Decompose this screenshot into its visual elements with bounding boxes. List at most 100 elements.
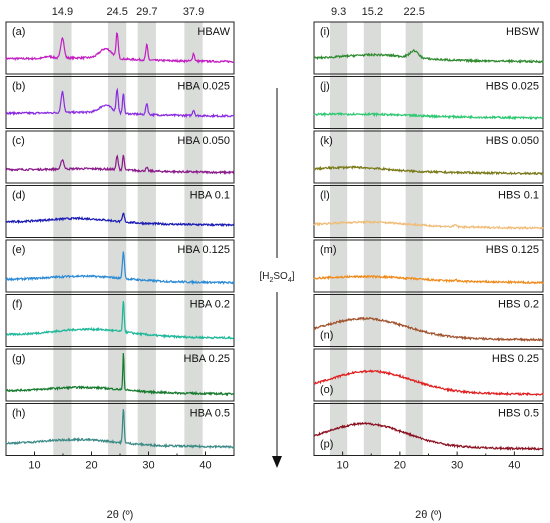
highlight-band xyxy=(405,22,423,456)
xrd-trace xyxy=(313,48,544,64)
panel-tag: (k) xyxy=(320,135,333,147)
panel-tag: (b) xyxy=(12,81,25,93)
sample-name: HBA 0.5 xyxy=(190,408,230,420)
panel-frame xyxy=(5,294,235,347)
sample-name: HBA 0.25 xyxy=(184,353,230,365)
panel-tag: (i) xyxy=(320,26,330,38)
sample-name: HBS 0.1 xyxy=(498,190,539,202)
panel-tag: (h) xyxy=(12,408,25,420)
xrd-trace xyxy=(5,87,235,119)
acid-concentration-arrow: [H2SO4] xyxy=(259,88,295,468)
x-tick-label: 20 xyxy=(394,460,406,472)
panel-tag: (m) xyxy=(320,244,337,256)
sample-name: HBS 0.25 xyxy=(492,353,539,365)
panel-frame xyxy=(313,239,544,293)
xrd-panel: (a) HBAW xyxy=(5,21,235,75)
panel-tag: (p) xyxy=(320,439,333,451)
x-tick-label: 10 xyxy=(337,460,349,472)
xrd-panel: (g) HBA 0.25 xyxy=(5,348,235,402)
sample-name: HBSW xyxy=(506,26,540,38)
xrd-trace xyxy=(5,352,235,397)
sample-name: HBA 0.125 xyxy=(177,244,230,256)
xrd-trace xyxy=(313,274,544,285)
panel-tag: (o) xyxy=(320,384,333,396)
xrd-panel: (e) HBA 0.125 xyxy=(5,239,235,293)
sample-name: HBS 0.2 xyxy=(498,299,539,311)
sample-name: HBA 0.025 xyxy=(177,81,230,93)
right-xrd-plot: 9.3 15.2 22.5 (i) HBSW (j) HBS 0.025 (k) HBS 0.0… xyxy=(313,6,544,521)
band-position-label: 29.7 xyxy=(136,6,157,18)
panel-frame xyxy=(313,185,544,238)
left-xrd-plot: 14.9 24.5 29.7 37.9 (a) HBAW (b) HBA 0.025 (c) HB… xyxy=(5,6,235,521)
x-axis-label: 2θ (º) xyxy=(415,509,442,521)
band-position-label: 9.3 xyxy=(331,6,346,18)
x-tick-label: 40 xyxy=(508,460,520,472)
x-tick-label: 30 xyxy=(451,460,463,472)
panel-tag: (l) xyxy=(320,190,330,202)
xrd-trace xyxy=(313,219,544,231)
highlight-band xyxy=(53,22,72,456)
highlight-band xyxy=(108,22,127,456)
panel-frame xyxy=(5,76,235,129)
xrd-panel: (b) HBA 0.025 xyxy=(5,76,235,129)
highlight-band xyxy=(330,22,348,456)
panel-frame xyxy=(5,239,235,293)
xrd-panel: (n) HBS 0.2 xyxy=(313,294,544,347)
panel-frame xyxy=(5,130,235,184)
panel-tag: (c) xyxy=(12,135,25,147)
xrd-panel: (c) HBA 0.050 xyxy=(5,130,235,184)
highlight-band xyxy=(137,22,156,456)
xrd-trace xyxy=(313,165,544,176)
panel-frame xyxy=(313,348,544,402)
xrd-trace xyxy=(5,32,235,64)
xrd-panel: (j) HBS 0.025 xyxy=(313,76,544,129)
xrd-trace xyxy=(313,421,544,451)
sample-name: HBA 0.1 xyxy=(190,190,230,202)
sample-name: HBS 0.125 xyxy=(486,244,539,256)
band-position-label: 37.9 xyxy=(183,6,204,18)
xrd-panel: (l) HBS 0.1 xyxy=(313,185,544,238)
panel-tag: (g) xyxy=(12,353,25,365)
x-tick-label: 20 xyxy=(85,460,97,472)
band-position-label: 22.5 xyxy=(403,6,424,18)
xrd-trace xyxy=(5,212,235,227)
x-tick-label: 10 xyxy=(28,460,40,472)
sample-name: HBAW xyxy=(197,26,230,38)
xrd-panel: (d) HBA 0.1 xyxy=(5,185,235,238)
xrd-panel: (o) HBS 0.25 xyxy=(313,348,544,402)
xrd-panel: (p) HBS 0.5 xyxy=(313,403,544,456)
sample-name: HBS 0.025 xyxy=(486,81,539,93)
sample-name: HBA 0.2 xyxy=(190,299,230,311)
band-position-label: 14.9 xyxy=(52,6,73,18)
x-axis-label: 2θ (º) xyxy=(107,509,134,521)
panel-tag: (e) xyxy=(12,244,25,256)
panel-frame xyxy=(5,348,235,402)
x-tick-label: 30 xyxy=(142,460,154,472)
band-position-label: 24.5 xyxy=(106,6,127,18)
arrow-head xyxy=(272,456,282,468)
panel-frame xyxy=(313,21,544,75)
panel-frame xyxy=(5,21,235,75)
xrd-panel: (i) HBSW xyxy=(313,21,544,75)
band-position-label: 15.2 xyxy=(362,6,383,18)
x-tick-label: 40 xyxy=(199,460,211,472)
xrd-trace xyxy=(313,369,544,397)
sample-name: HBA 0.050 xyxy=(177,135,230,147)
panel-tag: (d) xyxy=(12,190,25,202)
panel-frame xyxy=(313,294,544,347)
xrd-trace xyxy=(5,409,235,450)
panel-frame xyxy=(5,185,235,238)
sample-name: HBS 0.5 xyxy=(498,408,539,420)
xrd-panel: (k) HBS 0.050 xyxy=(313,130,544,184)
panel-frame xyxy=(313,130,544,184)
panel-tag: (a) xyxy=(12,26,25,38)
highlight-band xyxy=(363,22,381,456)
xrd-panel: (m) HBS 0.125 xyxy=(313,239,544,293)
xrd-trace xyxy=(5,154,235,175)
panel-tag: (f) xyxy=(12,299,22,311)
sample-name: HBS 0.050 xyxy=(486,135,539,147)
panel-tag: (j) xyxy=(320,81,330,93)
panel-frame xyxy=(313,76,544,129)
arrow-label: [H2SO4] xyxy=(259,271,294,284)
